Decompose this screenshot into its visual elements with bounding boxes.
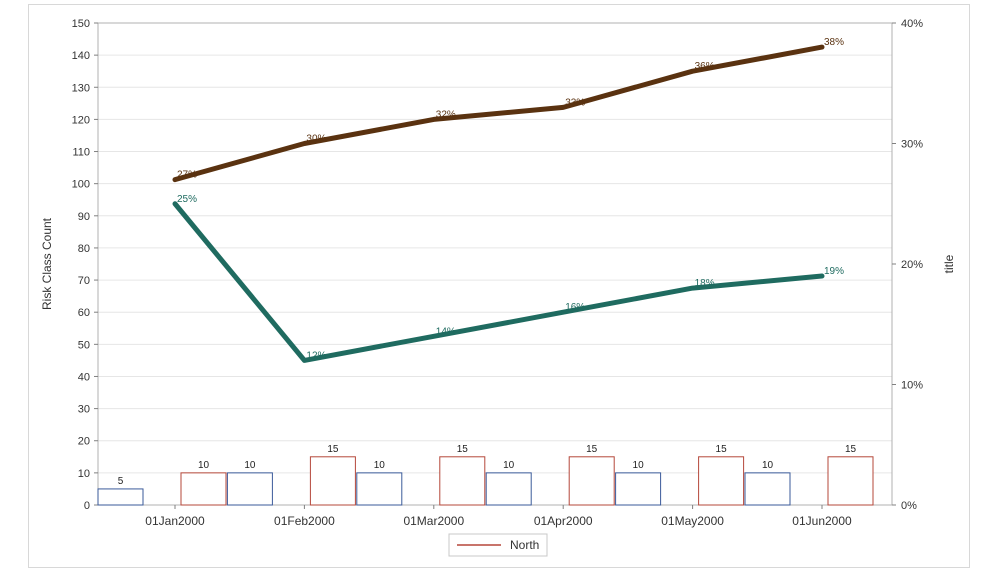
bar-data-label: 15	[457, 444, 469, 455]
line-data-label: 30%	[306, 134, 326, 145]
x-tick-label: 01Jun2000	[792, 514, 852, 528]
line-data-label: 36%	[695, 61, 715, 72]
y-right-tick-label: 0%	[901, 500, 917, 512]
y-right-tick-label: 30%	[901, 139, 923, 151]
bar	[744, 472, 791, 506]
y-left-tick-label: 100	[72, 179, 90, 191]
y-left-tick-label: 110	[72, 147, 90, 159]
bar	[827, 456, 874, 506]
bar	[180, 472, 227, 506]
line-data-label: 27%	[177, 170, 197, 181]
y-right-tick-label: 10%	[901, 380, 923, 392]
bar-data-label: 10	[762, 460, 774, 471]
bar-data-label: 15	[586, 444, 598, 455]
x-tick-label: 01Mar2000	[403, 514, 464, 528]
y-left-tick-label: 50	[78, 339, 90, 351]
y-left-tick-label: 130	[72, 82, 90, 94]
y-right-axis-title: title	[942, 254, 956, 273]
x-tick-label: 01Apr2000	[534, 514, 593, 528]
y-right-tick-label: 20%	[901, 259, 923, 271]
combo-chart: 0 10 20 30 40 50 60 70 80 90 100 110 120 130 140 150 0% 1…	[40, 18, 956, 557]
bar-data-label: 15	[327, 444, 339, 455]
line-data-label: 32%	[436, 109, 456, 120]
chart-frame: 0 10 20 30 40 50 60 70 80 90 100 110 120 130 140 150 0% 1…	[28, 4, 970, 568]
y-left-tick-label: 80	[78, 243, 90, 255]
bar-data-label: 5	[118, 476, 124, 487]
bar	[97, 488, 144, 506]
x-tick-label: 01Feb2000	[274, 514, 335, 528]
line-data-label: 38%	[824, 37, 844, 48]
y-left-tick-label: 60	[78, 307, 90, 319]
bar	[568, 456, 615, 506]
bar-data-label: 10	[244, 460, 256, 471]
bar	[439, 456, 486, 506]
y-left-tick-label: 90	[78, 211, 90, 223]
bar-data-label: 10	[198, 460, 210, 471]
bar	[309, 456, 356, 506]
line-data-label: 16%	[565, 302, 585, 313]
y-left-tick-label: 20	[78, 436, 90, 448]
y-right-tick-label: 40%	[901, 18, 923, 30]
line-data-label: 33%	[565, 97, 585, 108]
line-data-label: 12%	[306, 350, 326, 361]
x-tick-label: 01May2000	[661, 514, 724, 528]
line-data-label: 19%	[824, 266, 844, 277]
bar	[356, 472, 403, 506]
y-left-tick-label: 140	[72, 50, 90, 62]
bar	[698, 456, 745, 506]
bar-data-label: 10	[503, 460, 515, 471]
y-left-tick-label: 10	[78, 468, 90, 480]
y-left-tick-label: 40	[78, 371, 90, 383]
line-data-label: 14%	[436, 326, 456, 337]
bar	[485, 472, 532, 506]
line-data-label: 18%	[695, 278, 715, 289]
bar	[226, 472, 273, 506]
series-line	[172, 201, 825, 363]
legend-label: North	[510, 538, 539, 552]
line-data-label: 25%	[177, 194, 197, 205]
bar-data-label: 10	[374, 460, 386, 471]
plot-area-border	[97, 22, 893, 506]
y-left-tick-label: 120	[72, 114, 90, 126]
y-left-axis-title: Risk Class Count	[40, 217, 54, 310]
y-left-tick-label: 0	[84, 500, 90, 512]
bar-data-label: 15	[716, 444, 728, 455]
y-left-tick-label: 150	[72, 18, 90, 30]
bar-data-label: 15	[845, 444, 857, 455]
x-tick-label: 01Jan2000	[145, 514, 205, 528]
y-left-tick-label: 70	[78, 275, 90, 287]
y-left-tick-label: 30	[78, 404, 90, 416]
series-line	[172, 44, 825, 183]
bar-data-label: 10	[633, 460, 645, 471]
bar	[615, 472, 662, 506]
